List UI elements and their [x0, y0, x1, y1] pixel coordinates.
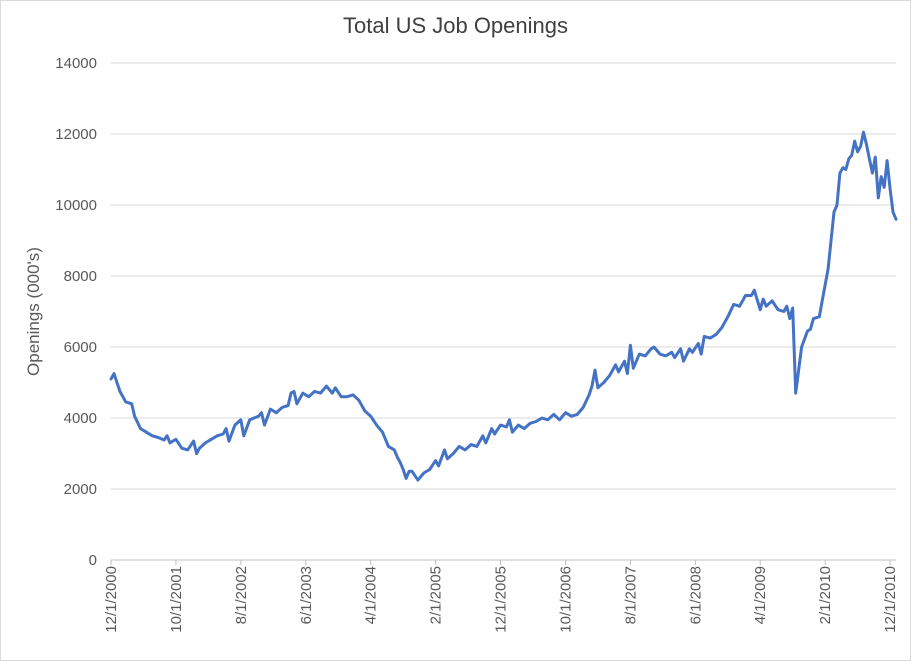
y-tick-label: 12000	[55, 126, 97, 143]
x-tick-label: 8/1/2007	[622, 566, 639, 624]
x-tick-label: 12/1/2000	[103, 566, 120, 633]
series-line	[109, 130, 898, 482]
x-tick-label: 6/1/2003	[298, 566, 315, 624]
y-tick-label: 4000	[64, 410, 97, 427]
x-tick-label: 4/1/2009	[752, 566, 769, 624]
x-tick-label: 12/1/2010	[882, 566, 899, 633]
x-tick-label: 2/1/2010	[817, 566, 834, 624]
y-tick-label: 0	[89, 552, 97, 569]
x-tick-label: 10/1/2001	[168, 566, 185, 633]
x-tick-label: 6/1/2008	[687, 566, 704, 624]
y-tick-label: 14000	[55, 55, 97, 72]
y-tick-label: 6000	[64, 339, 97, 356]
y-tick-label: 8000	[64, 268, 97, 285]
y-tick-label: 2000	[64, 481, 97, 498]
x-tick-label: 10/1/2006	[557, 566, 574, 633]
chart-title: Total US Job Openings	[342, 13, 569, 38]
y-axis-label: Openings (000's)	[24, 247, 43, 376]
x-tick-label: 2/1/2005	[428, 566, 445, 624]
y-tick-label: 10000	[55, 197, 97, 214]
x-tick-label: 12/1/2005	[493, 566, 510, 633]
x-tick-label: 4/1/2004	[363, 566, 380, 624]
x-tick-label: 8/1/2002	[233, 566, 250, 624]
